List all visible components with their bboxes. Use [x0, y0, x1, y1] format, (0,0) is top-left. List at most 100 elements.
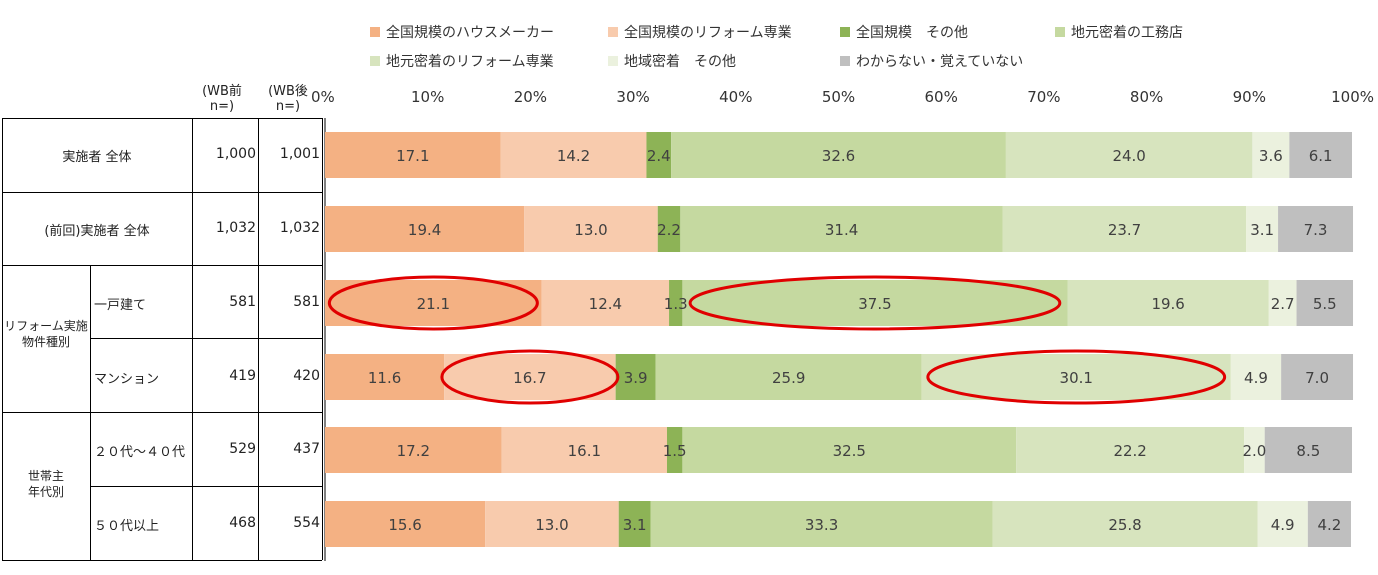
- row-n-before: 468: [229, 515, 256, 531]
- legend-item: 全国規模のリフォーム専業: [608, 22, 792, 42]
- data-label: 22.2: [1113, 442, 1146, 460]
- x-tick-label: 20%: [514, 88, 547, 106]
- row-divider: [2, 192, 322, 193]
- row-n-before: 529: [229, 441, 256, 457]
- x-tick-label: 0%: [311, 88, 335, 106]
- highlight-ellipse: [926, 349, 1227, 405]
- bar-segment: [657, 206, 681, 252]
- legend-item: 地元密着の工務店: [1055, 22, 1183, 42]
- data-label: 4.9: [1244, 369, 1268, 387]
- x-tick-label: 10%: [411, 88, 444, 106]
- highlight-ellipse: [327, 275, 539, 331]
- x-tick-label: 100%: [1331, 88, 1374, 106]
- bar-segment: [325, 206, 525, 252]
- bar-segment: [500, 132, 647, 178]
- x-tick-label: 90%: [1233, 88, 1266, 106]
- data-label: 37.5: [858, 295, 891, 313]
- row-n-after: 1,001: [279, 146, 320, 162]
- data-label: 16.7: [513, 369, 546, 387]
- bar-segment: [1296, 280, 1354, 326]
- legend-swatch: [608, 27, 618, 37]
- bar-segment: [1281, 354, 1354, 400]
- bar-segment: [646, 132, 672, 178]
- row-divider: [2, 412, 322, 413]
- data-label: 6.1: [1309, 147, 1333, 165]
- data-label: 3.6: [1259, 147, 1283, 165]
- bar-segment: [325, 501, 486, 547]
- row-n-after: 581: [293, 294, 320, 310]
- legend-label: 地元密着のリフォーム専業: [386, 54, 554, 70]
- legend-item: 全国規模のハウスメーカー: [370, 22, 554, 42]
- data-label: 15.6: [388, 516, 421, 534]
- table-bottom-border: [2, 560, 322, 561]
- data-label: 21.1: [417, 295, 450, 313]
- bar-segment: [1252, 132, 1290, 178]
- group-label-housing: リフォーム実施 物件種別: [2, 318, 90, 350]
- bar-segment: [1264, 427, 1352, 473]
- data-label: 19.4: [408, 221, 441, 239]
- row-n-after: 554: [293, 515, 320, 531]
- legend-label: 全国規模 その他: [856, 25, 968, 41]
- data-label: 3.1: [623, 516, 647, 534]
- bar-segment: [1246, 206, 1279, 252]
- bar-segment: [680, 206, 1003, 252]
- data-label: 32.5: [833, 442, 866, 460]
- highlight-ellipse: [688, 275, 1062, 331]
- data-label: 24.0: [1112, 147, 1145, 165]
- legend-label: 地域密着 その他: [624, 54, 736, 70]
- bar-segment: [325, 280, 542, 326]
- x-tick-label: 50%: [822, 88, 855, 106]
- x-tick-label: 70%: [1027, 88, 1060, 106]
- legend-item: 地域密着 その他: [608, 51, 736, 71]
- row-label: (前回)実施者 全体: [44, 224, 150, 239]
- legend-label: 全国規模のハウスメーカー: [386, 25, 554, 41]
- x-tick-label: 80%: [1130, 88, 1163, 106]
- data-label: 19.6: [1151, 295, 1184, 313]
- legend-swatch: [840, 27, 850, 37]
- data-label: 1.3: [664, 295, 688, 313]
- data-label: 3.1: [1250, 221, 1274, 239]
- data-label: 14.2: [557, 147, 590, 165]
- header-wb-after: (WB後 n=): [262, 84, 314, 114]
- x-tick-label: 40%: [719, 88, 752, 106]
- group-divider: [90, 265, 91, 560]
- row-label: 実施者 全体: [62, 150, 132, 165]
- bar-segment: [325, 427, 502, 473]
- legend-swatch: [840, 56, 850, 66]
- bar-segment: [671, 132, 1006, 178]
- legend-item: わからない・覚えていない: [840, 51, 1023, 71]
- data-label: 25.9: [772, 369, 805, 387]
- legend-label: 全国規模のリフォーム専業: [624, 25, 792, 41]
- row-label: 一戸建て: [94, 298, 147, 313]
- bar-segment: [921, 354, 1231, 400]
- data-label: 2.7: [1271, 295, 1295, 313]
- bar-segment: [1230, 354, 1282, 400]
- row-n-before: 419: [229, 368, 256, 384]
- data-label: 8.5: [1296, 442, 1320, 460]
- legend-swatch: [370, 56, 380, 66]
- data-label: 13.0: [535, 516, 568, 534]
- bar-segment: [669, 280, 683, 326]
- row-label-table: リフォーム実施 物件種別 世帯主 年代別 実施者 全体 1,000 1,001 …: [2, 118, 323, 561]
- bar-segment: [444, 354, 616, 400]
- bar-segment: [1278, 206, 1354, 252]
- row-n-after: 437: [293, 441, 320, 457]
- bar-segment: [1268, 280, 1297, 326]
- data-label: 5.5: [1313, 295, 1337, 313]
- group-label-age: 世帯主 年代別: [2, 468, 90, 500]
- bar-segment: [1016, 427, 1245, 473]
- row-n-before: 1,000: [215, 146, 256, 162]
- header-wb-after-label: (WB後 n=): [268, 84, 308, 114]
- bar-segment: [666, 427, 683, 473]
- bar-segment: [501, 427, 667, 473]
- header-wb-before-label: (WB前 n=): [202, 84, 242, 114]
- bar-segment: [655, 354, 922, 400]
- data-label: 2.4: [647, 147, 671, 165]
- bar-segment: [650, 501, 993, 547]
- data-label: 7.3: [1304, 221, 1328, 239]
- x-tick-label: 60%: [925, 88, 958, 106]
- row-n-before: 581: [229, 294, 256, 310]
- bar-segment: [1289, 132, 1352, 178]
- header-wb-before: (WB前 n=): [196, 84, 248, 114]
